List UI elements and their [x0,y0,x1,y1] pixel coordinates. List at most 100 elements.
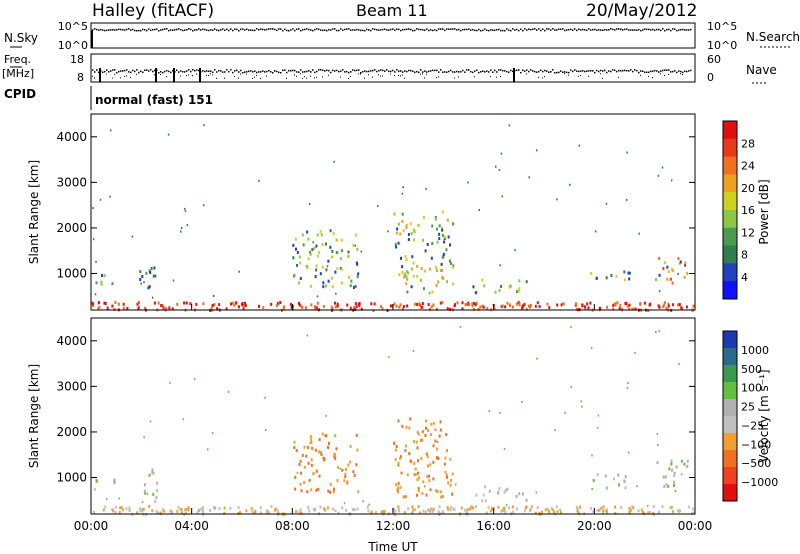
power-echo-cell [658,256,661,260]
nsky-point [456,29,458,31]
nsky-point [160,29,162,31]
nave-point [266,75,267,77]
freq-point [238,71,240,73]
nsky-point [430,29,432,31]
power-echo-cell [409,222,412,226]
velocity-noise-cell [591,454,593,457]
power-echo-cell [494,290,497,294]
power-ground-scatter-cell [430,305,433,309]
velocity-ground-scatter-cell [356,507,359,511]
freq-point [624,69,626,72]
freq-point [480,71,482,73]
nsky-point [628,29,630,31]
velocity-ground-scatter-cell [427,508,430,512]
freq-point [574,69,576,71]
power-ground-scatter-cell [439,301,442,305]
nsky-point [260,28,262,30]
velocity-noise-cell [674,490,677,493]
freq-point [280,71,282,74]
velocity-echo-cell [334,456,337,460]
velocity-noise-cell [296,471,299,474]
power-echo-cell [355,261,358,265]
power-ground-scatter-cell [402,304,405,308]
power-echo-cell [447,235,450,239]
power-echo-cell [419,278,422,282]
nsky-point [380,29,382,31]
nsky-point [238,29,240,32]
velocity-ground-scatter-cell [274,508,277,512]
freq-point [444,71,446,73]
freq-point [150,69,152,71]
power-ground-scatter-cell [536,301,539,305]
nsky-point [482,29,484,32]
velocity-echo-cell [301,453,304,457]
velocity-noise-cell [597,414,600,417]
nsky-point [660,29,662,32]
velocity-colorbar-tick-label: 100 [741,382,762,395]
power-echo-cell [518,287,521,291]
nsky-point [318,28,320,31]
velocity-echo-cell [432,477,435,481]
nsky-point [228,29,230,32]
power-echo-cell [395,245,398,249]
freq-point [684,70,686,73]
velocity-echo-cell [522,492,525,496]
freq-point [330,71,332,74]
freq-point [430,70,432,72]
power-ground-scatter-cell [381,307,384,311]
nsky-point [552,28,554,30]
velocity-ground-scatter-cell [375,511,378,515]
power-echo-cell [149,271,152,275]
velocity-echo-cell [670,459,673,463]
nsky-point [150,29,152,32]
power-echo-cell [111,282,114,286]
freq-point [356,69,358,72]
velocity-echo-cell [498,487,501,491]
power-plot-area [91,114,695,310]
power-ground-scatter-cell [270,302,273,306]
nave-point [364,77,365,79]
nsky-point [112,29,114,31]
velocity-ground-scatter-cell [604,509,607,513]
power-echo-cell [307,237,310,241]
freq-point [190,70,192,73]
nsky-point [670,29,672,32]
freq-point [276,70,278,73]
freq-point [184,71,186,73]
power-ground-scatter-cell [144,306,147,310]
power-echo-cell [330,276,333,280]
freq-point [268,69,270,72]
velocity-ground-scatter-cell [428,508,431,512]
velocity-ground-scatter-cell [598,508,601,512]
velocity-echo-cell [439,420,442,424]
power-ground-scatter-cell [136,302,139,306]
power-echo-cell [406,290,409,294]
freq-point [676,71,678,74]
velocity-echo-cell [307,461,310,465]
power-colorbar-tick-label: 8 [741,249,748,262]
power-echo-cell [401,270,404,274]
power-echo-cell [440,262,443,266]
nsky-point [270,28,272,30]
power-ground-scatter-cell [137,306,140,310]
velocity-ground-scatter-cell [437,509,440,513]
power-colorbar-segment [723,210,737,229]
velocity-echo-cell [436,489,439,493]
power-ground-scatter-cell [304,306,307,310]
nsky-point [522,29,524,32]
power-echo-cell [335,238,338,242]
nsky-point [676,29,678,32]
velocity-noise-cell [627,381,629,384]
velocity-noise-cell [564,411,566,414]
nsky-point [574,28,576,30]
power-echo-cell [147,286,150,290]
velocity-echo-cell [325,434,328,438]
velocity-echo-cell [425,419,428,423]
nave-point [304,76,305,78]
nsky-point [682,28,684,31]
velocity-echo-cell [154,499,157,503]
power-ground-scatter-cell [168,306,171,310]
power-echo-cell [103,273,106,277]
velocity-noise-cell [149,420,152,423]
nsky-point [104,29,106,32]
